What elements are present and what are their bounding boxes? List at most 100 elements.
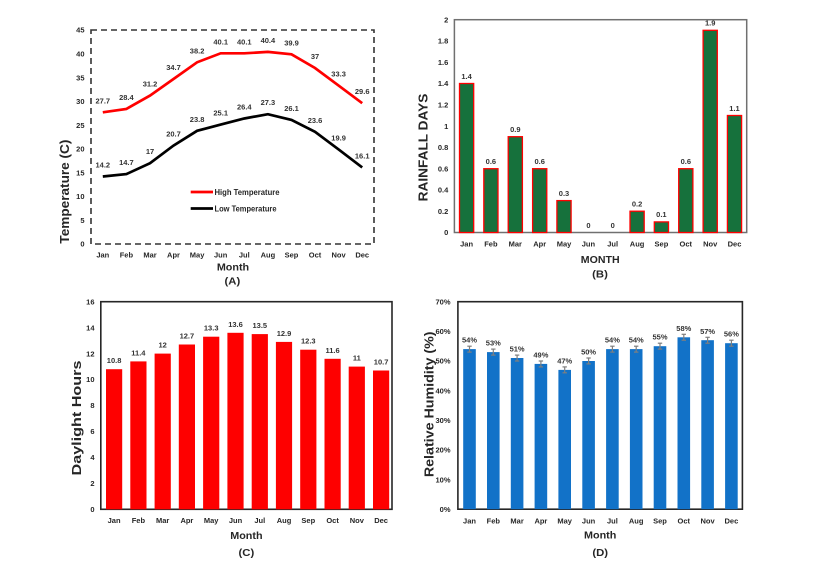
svg-text:34.7: 34.7: [166, 63, 181, 72]
svg-text:Mar: Mar: [510, 517, 523, 526]
svg-text:May: May: [557, 239, 572, 248]
svg-text:10.7: 10.7: [374, 358, 389, 367]
svg-text:12: 12: [86, 349, 94, 358]
svg-text:0.6: 0.6: [486, 157, 496, 166]
svg-text:1.9: 1.9: [705, 19, 715, 28]
svg-text:Jun: Jun: [214, 251, 228, 260]
svg-text:0.2: 0.2: [632, 200, 642, 209]
svg-text:Aug: Aug: [630, 239, 645, 248]
svg-text:Sep: Sep: [653, 517, 667, 526]
svg-text:37: 37: [311, 52, 319, 61]
svg-text:49%: 49%: [533, 351, 548, 360]
svg-text:Jan: Jan: [463, 517, 476, 526]
svg-text:Dec: Dec: [728, 239, 742, 248]
svg-text:25: 25: [76, 121, 84, 130]
svg-text:40.4: 40.4: [261, 36, 276, 45]
svg-text:39.9: 39.9: [284, 38, 299, 47]
svg-text:31.2: 31.2: [143, 80, 158, 89]
svg-text:54%: 54%: [629, 336, 644, 345]
svg-text:Sep: Sep: [285, 251, 299, 260]
svg-text:26.1: 26.1: [284, 104, 299, 113]
svg-text:(B): (B): [592, 268, 608, 280]
svg-text:1.4: 1.4: [461, 72, 472, 81]
svg-text:Sep: Sep: [301, 516, 315, 525]
svg-text:Apr: Apr: [533, 239, 546, 248]
svg-text:35: 35: [76, 73, 84, 82]
svg-text:0.6: 0.6: [438, 164, 448, 173]
svg-text:14.7: 14.7: [119, 158, 134, 167]
svg-text:Mar: Mar: [156, 516, 169, 525]
svg-text:19.9: 19.9: [331, 133, 346, 142]
svg-text:Feb: Feb: [487, 517, 501, 526]
svg-text:8: 8: [90, 401, 94, 410]
svg-text:Sep: Sep: [655, 239, 669, 248]
svg-text:Jul: Jul: [254, 516, 265, 525]
svg-text:17: 17: [146, 147, 154, 156]
svg-text:16: 16: [86, 297, 94, 306]
svg-text:23.6: 23.6: [308, 116, 323, 125]
svg-text:0: 0: [611, 221, 615, 230]
svg-text:0.6: 0.6: [534, 157, 544, 166]
svg-text:56%: 56%: [724, 330, 739, 339]
svg-text:(C): (C): [239, 547, 255, 559]
svg-text:30: 30: [76, 97, 84, 106]
svg-text:12.9: 12.9: [277, 329, 292, 338]
svg-text:Jun: Jun: [582, 239, 596, 248]
svg-text:1.2: 1.2: [438, 101, 448, 110]
svg-text:MONTH: MONTH: [581, 254, 620, 266]
svg-text:Feb: Feb: [132, 516, 146, 525]
svg-text:12.7: 12.7: [180, 332, 195, 341]
svg-text:0%: 0%: [440, 505, 451, 514]
svg-text:Nov: Nov: [703, 239, 718, 248]
svg-text:40.1: 40.1: [237, 37, 252, 46]
svg-text:13.6: 13.6: [228, 320, 243, 329]
svg-text:Month: Month: [230, 530, 262, 542]
svg-text:High Temperature: High Temperature: [215, 188, 281, 197]
svg-text:Oct: Oct: [678, 517, 691, 526]
svg-text:60%: 60%: [435, 327, 450, 336]
svg-text:Nov: Nov: [701, 517, 716, 526]
svg-text:Aug: Aug: [629, 517, 644, 526]
svg-text:Dec: Dec: [355, 251, 369, 260]
svg-text:57%: 57%: [700, 327, 715, 336]
svg-text:54%: 54%: [605, 336, 620, 345]
svg-text:20%: 20%: [435, 446, 450, 455]
svg-text:47%: 47%: [557, 356, 572, 365]
svg-text:Apr: Apr: [180, 516, 193, 525]
svg-text:10: 10: [86, 375, 94, 384]
svg-text:0: 0: [586, 221, 590, 230]
svg-text:0.6: 0.6: [681, 157, 691, 166]
svg-text:10: 10: [76, 192, 84, 201]
svg-text:14.2: 14.2: [95, 161, 110, 170]
svg-text:Jul: Jul: [607, 239, 618, 248]
svg-text:0.8: 0.8: [438, 143, 448, 152]
svg-text:Month: Month: [217, 262, 249, 274]
svg-text:Nov: Nov: [350, 516, 365, 525]
svg-text:27.7: 27.7: [95, 96, 110, 105]
svg-text:51%: 51%: [510, 345, 525, 354]
svg-text:16.1: 16.1: [355, 151, 370, 160]
svg-text:Oct: Oct: [326, 516, 339, 525]
svg-text:11: 11: [353, 354, 361, 363]
svg-text:30%: 30%: [435, 416, 450, 425]
svg-text:25.1: 25.1: [213, 109, 228, 118]
svg-text:Low Temperature: Low Temperature: [215, 204, 278, 213]
svg-text:20: 20: [76, 145, 84, 154]
svg-text:1.8: 1.8: [438, 37, 448, 46]
svg-text:Feb: Feb: [120, 251, 134, 260]
svg-text:Dec: Dec: [725, 517, 739, 526]
svg-text:50%: 50%: [581, 348, 596, 357]
svg-text:40: 40: [76, 50, 84, 59]
svg-text:Jun: Jun: [229, 516, 243, 525]
svg-text:Dec: Dec: [374, 516, 388, 525]
svg-text:12.3: 12.3: [301, 337, 316, 346]
svg-text:Nov: Nov: [332, 251, 347, 260]
svg-text:0: 0: [80, 240, 84, 249]
svg-text:38.2: 38.2: [190, 46, 205, 55]
svg-text:(D): (D): [592, 547, 608, 559]
svg-text:11.4: 11.4: [131, 348, 146, 357]
svg-text:4: 4: [90, 453, 95, 462]
svg-text:0: 0: [90, 505, 94, 514]
svg-text:33.3: 33.3: [331, 70, 346, 79]
svg-text:Jan: Jan: [460, 239, 473, 248]
